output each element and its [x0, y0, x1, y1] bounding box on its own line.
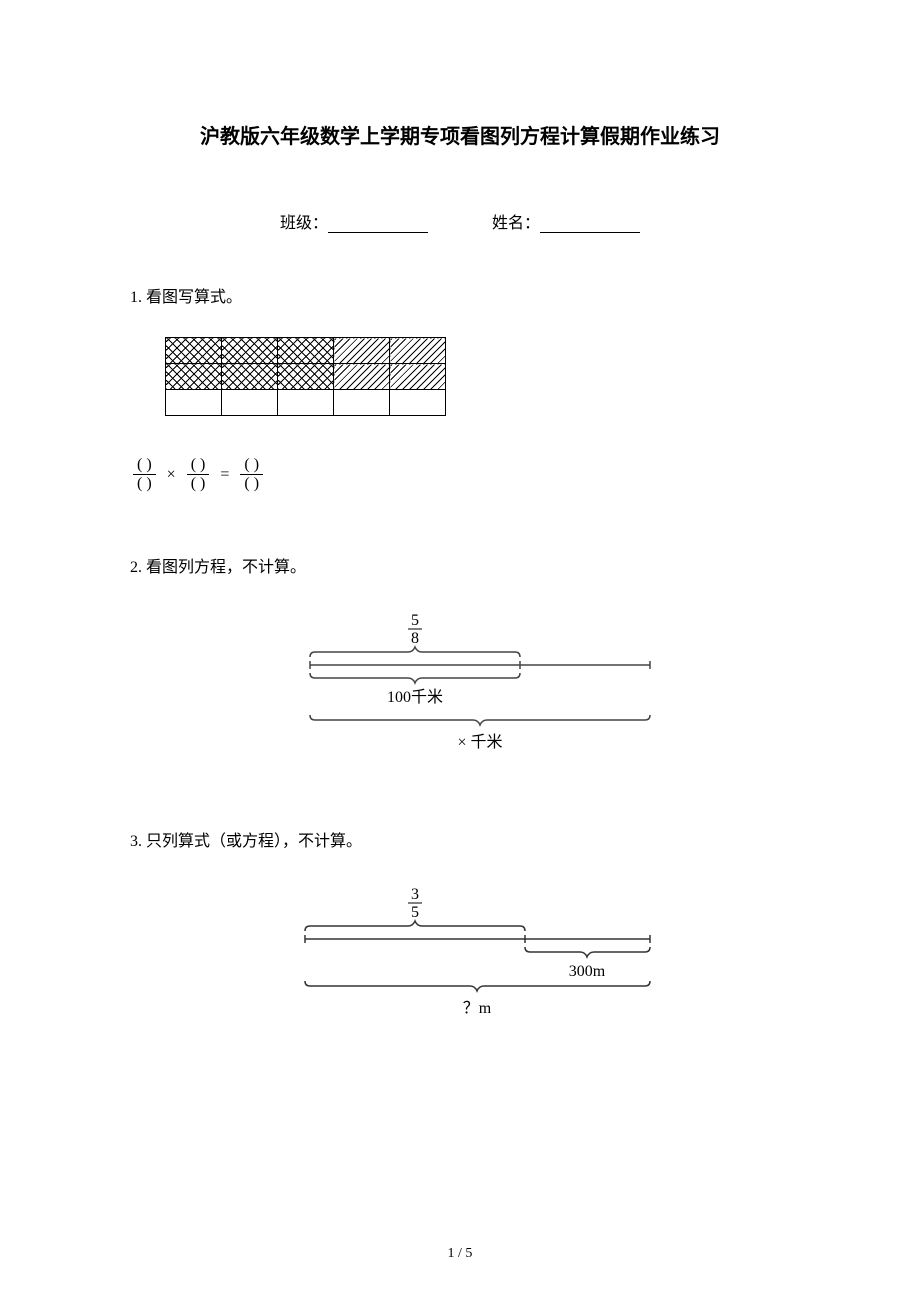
grid-cell — [166, 390, 222, 416]
frac-num: ( ) — [187, 456, 210, 475]
line-diagram-svg: 3 5 300m ？m — [260, 881, 660, 1031]
middle-label: 100千米 — [387, 688, 443, 706]
bottom-label: ？m — [463, 1000, 492, 1017]
frac-num: ( ) — [133, 456, 156, 475]
fraction-expression: ( ) ( ) × ( ) ( ) = ( ) ( ) — [130, 456, 790, 493]
q2-diagram: 5 8 100千米 × 千米 — [130, 607, 790, 767]
grid-table — [165, 337, 446, 416]
grid-cell — [278, 338, 334, 364]
multiply-op: × — [167, 466, 176, 484]
equals-op: = — [220, 466, 229, 484]
grid-diagram — [165, 337, 790, 416]
frac-den: 8 — [411, 630, 419, 647]
grid-cell — [390, 364, 446, 390]
name-underline — [540, 217, 640, 233]
line-diagram-svg: 5 8 100千米 × 千米 — [260, 607, 660, 767]
frac-den: ( ) — [133, 475, 156, 493]
question-1-label: 1. 看图写算式。 — [130, 283, 790, 307]
class-label: 班级： — [280, 215, 328, 232]
page-number: 1 / 5 — [0, 1246, 920, 1262]
page-title: 沪教版六年级数学上学期专项看图列方程计算假期作业练习 — [130, 120, 790, 149]
frac-den: ( ) — [240, 475, 263, 493]
grid-cell — [334, 390, 390, 416]
question-1: 1. 看图写算式。 — [130, 283, 790, 493]
grid-cell — [278, 364, 334, 390]
grid-cell — [278, 390, 334, 416]
grid-cell — [390, 338, 446, 364]
question-2-label: 2. 看图列方程，不计算。 — [130, 553, 790, 577]
class-field: 班级： — [280, 209, 428, 233]
fraction-1: ( ) ( ) — [133, 456, 156, 493]
question-3: 3. 只列算式（或方程），不计算。 3 5 300m ？m — [130, 827, 790, 1031]
grid-cell — [222, 364, 278, 390]
name-field: 姓名： — [492, 209, 640, 233]
right-label: 300m — [569, 963, 606, 980]
question-3-label: 3. 只列算式（或方程），不计算。 — [130, 827, 790, 851]
grid-cell — [166, 364, 222, 390]
frac-den: 5 — [411, 904, 419, 921]
fraction-2: ( ) ( ) — [187, 456, 210, 493]
grid-cell — [222, 338, 278, 364]
frac-num: 3 — [411, 886, 419, 903]
grid-cell — [334, 364, 390, 390]
frac-den: ( ) — [187, 475, 210, 493]
frac-num: 5 — [411, 612, 419, 629]
grid-cell — [222, 390, 278, 416]
grid-cell — [390, 390, 446, 416]
name-label: 姓名： — [492, 215, 540, 232]
fraction-3: ( ) ( ) — [240, 456, 263, 493]
grid-cell — [166, 338, 222, 364]
student-info-row: 班级： 姓名： — [130, 209, 790, 233]
q3-diagram: 3 5 300m ？m — [130, 881, 790, 1031]
bottom-label: × 千米 — [457, 733, 502, 751]
question-2: 2. 看图列方程，不计算。 5 8 100千米 × 千米 — [130, 553, 790, 767]
frac-num: ( ) — [240, 456, 263, 475]
class-underline — [328, 217, 428, 233]
grid-cell — [334, 338, 390, 364]
